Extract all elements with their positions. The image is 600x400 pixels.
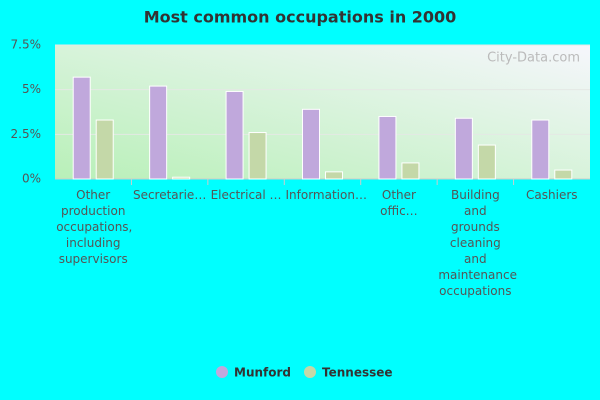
- bar: [401, 162, 420, 180]
- bar: [149, 85, 168, 180]
- bar: [172, 176, 191, 180]
- bar: [248, 132, 267, 180]
- y-tick-label: 7.5%: [11, 38, 42, 52]
- x-tick-label: Electrical …: [210, 188, 282, 202]
- bar: [531, 119, 550, 180]
- x-tick-label: Other production occupations, including …: [56, 188, 133, 266]
- x-tick-label: Information…: [285, 188, 367, 202]
- bar: [72, 76, 91, 180]
- x-tick-label: Secretarie…: [132, 188, 207, 202]
- bar: [378, 115, 397, 180]
- legend-label: Munford: [234, 366, 291, 380]
- x-tick-label: Cashiers: [526, 188, 578, 202]
- y-tick-label: 5%: [22, 82, 41, 96]
- x-tick-label: Other offic…: [380, 188, 418, 218]
- bar: [302, 108, 320, 180]
- bar: [225, 90, 244, 180]
- bar: [325, 171, 343, 180]
- watermark: City-Data.com: [487, 51, 580, 66]
- x-tick-label: Building and grounds cleaning and mainte…: [438, 188, 517, 298]
- legend-label: Tennessee: [322, 366, 393, 380]
- legend-swatch: [216, 366, 228, 378]
- bar: [95, 119, 114, 180]
- bar: [454, 117, 473, 180]
- bar: [477, 144, 496, 180]
- y-tick-label: 2.5%: [11, 127, 42, 141]
- y-tick-label: 0%: [22, 172, 41, 186]
- bar: [554, 169, 573, 180]
- chart-title: Most common occupations in 2000: [144, 8, 457, 27]
- legend-swatch: [304, 366, 316, 378]
- plot-area: [55, 45, 590, 179]
